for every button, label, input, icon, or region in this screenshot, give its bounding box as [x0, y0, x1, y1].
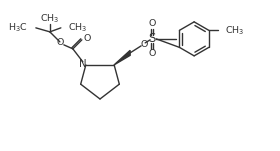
Text: S: S: [148, 32, 156, 45]
Text: O: O: [141, 40, 148, 49]
Text: CH$_3$: CH$_3$: [40, 13, 60, 25]
Text: O: O: [148, 19, 156, 28]
Text: O: O: [56, 38, 64, 47]
Text: CH$_3$: CH$_3$: [68, 22, 87, 34]
Polygon shape: [114, 50, 130, 65]
Text: O: O: [83, 34, 90, 43]
Text: CH$_3$: CH$_3$: [225, 24, 244, 37]
Text: O: O: [148, 49, 156, 58]
Text: N: N: [79, 59, 87, 69]
Text: H$_3$C: H$_3$C: [8, 22, 28, 34]
